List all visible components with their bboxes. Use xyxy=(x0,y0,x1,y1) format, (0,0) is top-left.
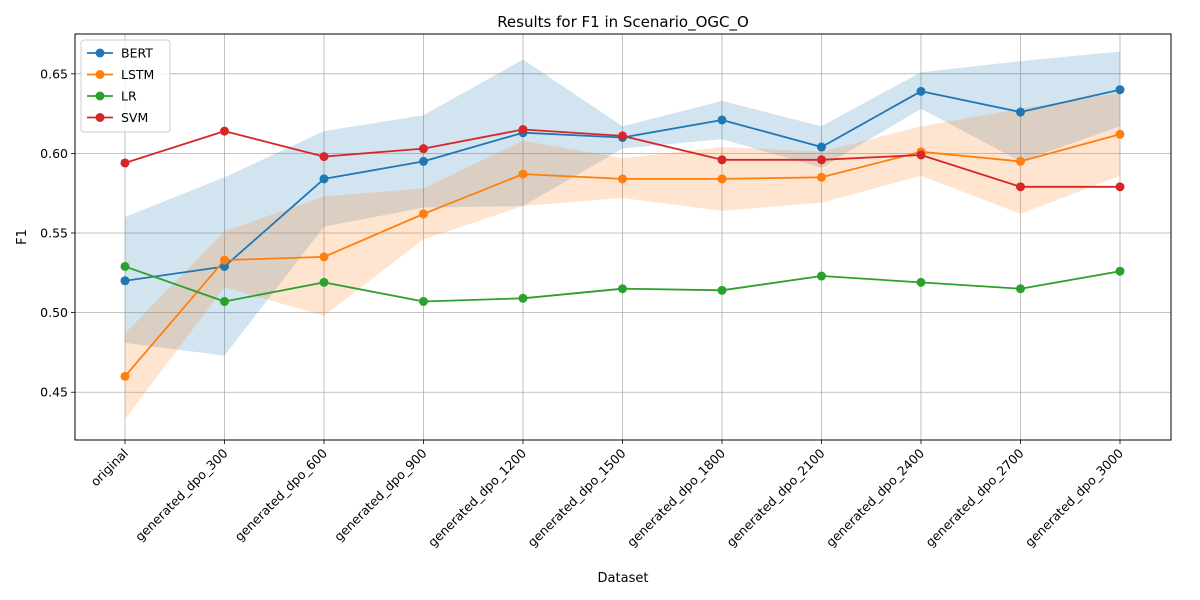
legend-label-bert: BERT xyxy=(121,46,153,61)
data-point-lr xyxy=(120,261,130,271)
data-point-lr xyxy=(1115,266,1125,276)
data-point-lr xyxy=(618,284,627,294)
legend-label-lr: LR xyxy=(121,89,137,104)
y-tick-label: 0.65 xyxy=(40,66,68,81)
data-point-svm xyxy=(1016,182,1025,192)
data-point-lstm xyxy=(817,172,826,182)
data-point-bert xyxy=(1115,85,1125,95)
data-point-svm xyxy=(120,158,130,168)
data-point-lstm xyxy=(518,169,528,179)
data-point-svm xyxy=(518,125,528,135)
data-point-svm xyxy=(220,126,229,136)
data-point-lr xyxy=(1016,284,1025,294)
y-tick-label: 0.50 xyxy=(40,305,68,320)
data-point-lr xyxy=(518,293,528,303)
series-points xyxy=(120,85,1125,381)
data-point-bert xyxy=(220,261,229,271)
data-point-lstm xyxy=(419,209,428,219)
data-point-svm xyxy=(319,152,329,162)
legend-label-svm: SVM xyxy=(121,110,148,125)
legend-marker-lstm xyxy=(95,70,105,79)
data-point-lr xyxy=(319,277,329,287)
data-point-bert xyxy=(319,174,329,184)
data-point-svm xyxy=(916,150,926,160)
confidence-band-lstm xyxy=(125,92,1120,420)
data-point-lr xyxy=(717,285,727,295)
data-point-bert xyxy=(1016,107,1025,117)
data-point-lstm xyxy=(1016,156,1025,166)
grid-lines xyxy=(75,34,1171,440)
data-point-lstm xyxy=(220,255,229,265)
data-point-lstm xyxy=(618,174,627,184)
data-point-svm xyxy=(717,155,727,165)
chart-title: Results for F1 in Scenario_OGC_O xyxy=(497,13,749,32)
legend-frame xyxy=(80,39,171,133)
data-point-lstm xyxy=(319,252,329,262)
data-point-bert xyxy=(120,276,130,286)
data-point-svm xyxy=(1115,182,1125,192)
legend-marker-svm xyxy=(95,113,105,122)
data-point-bert xyxy=(717,115,727,125)
data-point-lstm xyxy=(1115,129,1125,139)
x-axis-label: Dataset xyxy=(598,571,649,586)
legend: BERT LSTM LR SVM xyxy=(80,39,171,133)
confidence-band-bert xyxy=(125,51,1120,356)
data-point-lr xyxy=(419,296,428,306)
data-point-lr xyxy=(220,296,229,306)
y-tick-label: 0.45 xyxy=(40,385,68,400)
y-tick-label: 0.60 xyxy=(40,146,68,161)
data-point-bert xyxy=(419,156,428,166)
data-point-lr xyxy=(916,277,926,287)
data-point-svm xyxy=(618,131,627,141)
confidence-bands xyxy=(125,51,1120,420)
y-axis-label: F1 xyxy=(15,229,30,245)
data-point-bert xyxy=(817,142,826,152)
data-point-bert xyxy=(916,86,926,96)
y-tick-label: 0.55 xyxy=(40,226,68,241)
data-point-lr xyxy=(817,271,826,281)
data-point-svm xyxy=(419,144,428,154)
legend-marker-bert xyxy=(95,48,105,58)
plot-frame xyxy=(74,33,1172,441)
legend-label-lstm: LSTM xyxy=(121,67,154,82)
y-axis-ticks: 0.45 0.50 0.55 0.60 0.65 xyxy=(40,66,75,400)
data-point-lstm xyxy=(120,371,130,381)
data-point-lstm xyxy=(717,174,727,184)
legend-marker-lr xyxy=(95,91,105,101)
data-point-svm xyxy=(817,155,826,165)
